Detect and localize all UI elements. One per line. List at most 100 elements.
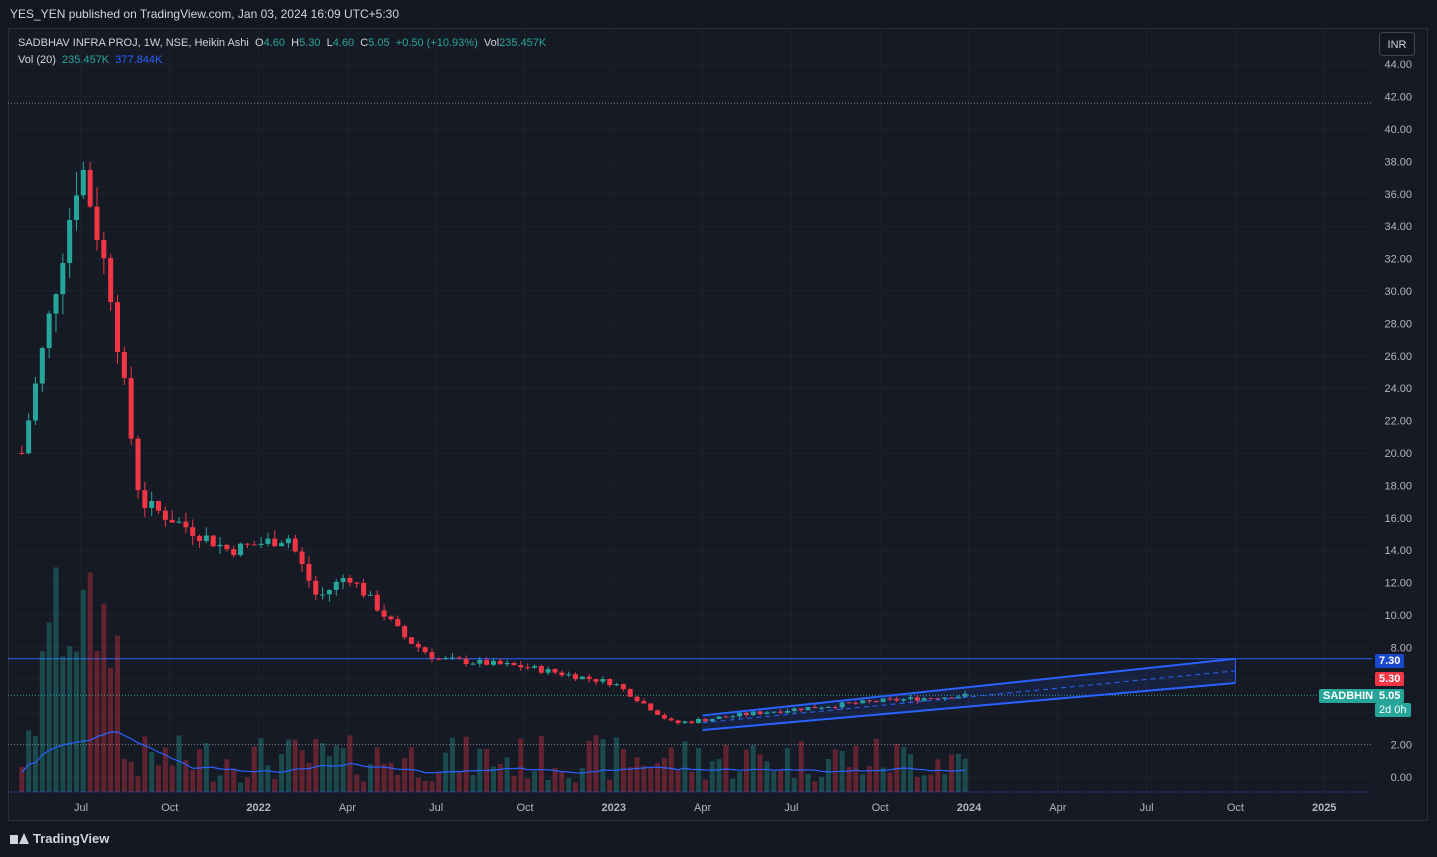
candle-body <box>887 698 893 700</box>
volume-bar <box>115 635 121 792</box>
candle-body <box>634 696 640 702</box>
candle <box>518 661 524 671</box>
vol-ma-label[interactable]: Vol (20) <box>18 54 56 66</box>
candle-body <box>723 716 729 718</box>
candle-body <box>832 707 838 709</box>
time-tick-label: Jul <box>1140 802 1154 814</box>
volume-bar <box>860 774 866 792</box>
parallel-channel <box>702 657 1236 732</box>
candle <box>183 512 189 534</box>
candle-body <box>750 711 756 716</box>
candle-body <box>880 698 886 702</box>
footer-brand: TradingView <box>10 831 109 846</box>
candle-body <box>449 657 455 659</box>
volume-bar <box>504 757 510 792</box>
candle <box>497 658 503 665</box>
change-value: +0.50 (+10.93%) <box>395 37 478 49</box>
candle-body <box>538 666 544 673</box>
candle <box>292 534 298 553</box>
candle <box>504 659 510 667</box>
candle-body <box>593 678 599 682</box>
volume-bar <box>39 651 45 792</box>
price-tick-label: 0.00 <box>1391 772 1412 784</box>
candle <box>593 678 599 686</box>
volume-bar <box>449 737 455 792</box>
candle-body <box>490 660 496 665</box>
candle-body <box>217 544 223 547</box>
candle-body <box>67 220 73 263</box>
volume-bar <box>436 771 442 792</box>
candle-body <box>948 697 954 699</box>
candle-body <box>914 697 920 701</box>
candle-body <box>53 294 59 314</box>
candle-body <box>573 674 579 680</box>
candle-body <box>190 527 196 536</box>
candle <box>545 666 551 675</box>
candle <box>805 707 811 711</box>
volume-layer <box>19 567 968 792</box>
volume-bar <box>586 740 592 792</box>
candle <box>367 591 373 596</box>
currency-button[interactable]: INR <box>1379 32 1415 56</box>
candle <box>244 542 250 549</box>
candle <box>354 581 360 589</box>
volume-bar <box>955 753 961 792</box>
close-label: C <box>360 37 369 49</box>
volume-bar <box>614 737 620 792</box>
candle-body <box>477 659 483 664</box>
volume-bar <box>812 781 818 792</box>
price-tick-label: 26.00 <box>1384 351 1412 363</box>
candle <box>607 677 613 688</box>
volume-bar <box>702 779 708 792</box>
candle-body <box>142 490 148 508</box>
volume-bar <box>538 736 544 792</box>
time-tick-label: Jul <box>429 802 443 814</box>
candle <box>60 253 66 315</box>
candle-body <box>866 700 872 702</box>
price-tick-label: 22.00 <box>1384 416 1412 428</box>
candle <box>675 719 681 725</box>
volume-bar <box>374 747 380 792</box>
candle <box>709 718 715 722</box>
candle-body <box>805 707 811 711</box>
vol-label: Vol <box>483 37 500 49</box>
volume-bar <box>907 754 913 792</box>
volume-bar <box>53 567 59 792</box>
volume-bar <box>880 767 886 792</box>
candle <box>197 534 203 548</box>
candle <box>231 545 237 558</box>
candle-body <box>928 698 934 700</box>
candle <box>463 655 469 667</box>
volume-bar <box>142 736 148 792</box>
candle <box>894 696 900 703</box>
candle <box>484 657 490 666</box>
time-tick-label: 2025 <box>1312 802 1336 814</box>
time-tick-label: Apr <box>1049 802 1066 814</box>
symbol-info[interactable]: SADBHAV INFRA PROJ, 1W, NSE, Heikin Ashi <box>18 37 249 49</box>
volume-bar <box>853 745 859 792</box>
volume-bar <box>866 766 872 792</box>
candle-body <box>860 700 866 704</box>
volume-bar <box>121 758 127 792</box>
candle-body <box>798 708 804 711</box>
candle-body <box>443 657 449 659</box>
volume-bar <box>108 667 114 792</box>
candle <box>73 171 79 231</box>
volume-bar <box>326 756 332 792</box>
candle <box>907 694 913 702</box>
candle-body <box>511 663 517 666</box>
volume-bar <box>894 743 900 792</box>
volume-bar <box>593 735 599 792</box>
candle <box>525 663 531 670</box>
candle <box>429 648 435 663</box>
candle <box>87 161 93 209</box>
candle-body <box>743 712 749 716</box>
volume-bar <box>518 738 524 792</box>
candle-body <box>901 699 907 701</box>
candle <box>730 714 736 719</box>
candle-body <box>73 195 79 221</box>
chart-legend: SADBHAV INFRA PROJ, 1W, NSE, Heikin Ashi… <box>18 35 546 69</box>
candle <box>812 704 818 709</box>
candle-body <box>566 674 572 676</box>
